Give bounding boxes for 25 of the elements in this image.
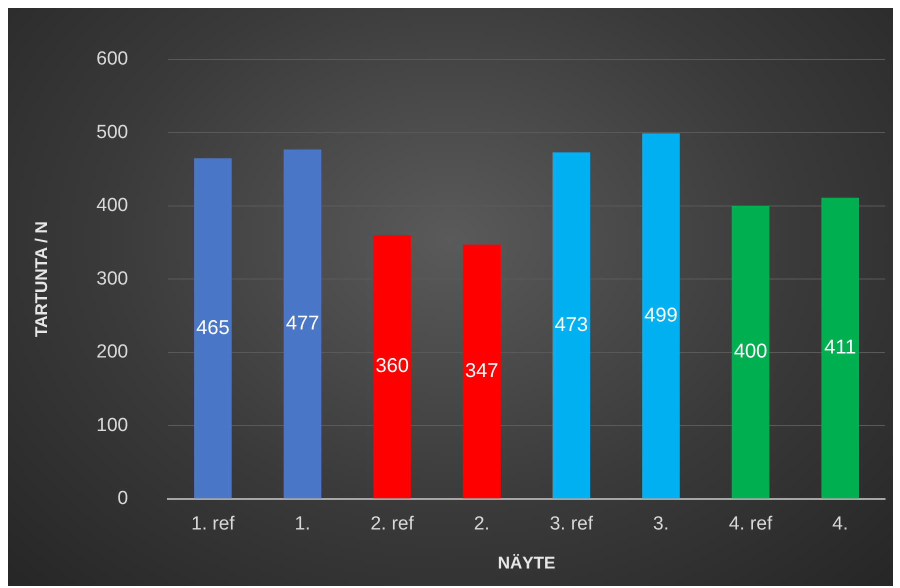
x-tick-label: 3. ref <box>550 513 594 534</box>
x-tick-label: 3. <box>653 513 669 534</box>
data-label: 477 <box>286 312 320 334</box>
data-label: 411 <box>824 336 856 359</box>
y-tick-label: 100 <box>96 414 128 436</box>
data-label: 499 <box>644 304 678 326</box>
x-axis-title: NÄYTE <box>498 553 556 572</box>
y-axis-title: TARTUNTA / N <box>32 221 51 338</box>
x-tick-label: 2. ref <box>370 513 414 534</box>
data-label: 360 <box>375 355 409 378</box>
y-tick-label: 600 <box>96 48 128 70</box>
y-tick-label: 0 <box>118 488 128 510</box>
data-label: 465 <box>196 316 230 339</box>
data-label: 400 <box>734 340 768 363</box>
y-tick-label: 200 <box>96 342 128 363</box>
x-tick-label: 4. <box>832 513 848 534</box>
data-label: 347 <box>465 360 498 382</box>
y-tick-label: 400 <box>96 195 128 216</box>
x-tick-label: 4. ref <box>728 513 773 534</box>
y-tick-label: 500 <box>96 122 128 143</box>
data-label: 473 <box>554 314 588 336</box>
x-tick-label: 1. ref <box>191 513 236 534</box>
x-tick-label: 2. <box>474 513 490 534</box>
y-tick-label: 300 <box>96 268 128 290</box>
x-tick-label: 1. <box>294 513 310 534</box>
